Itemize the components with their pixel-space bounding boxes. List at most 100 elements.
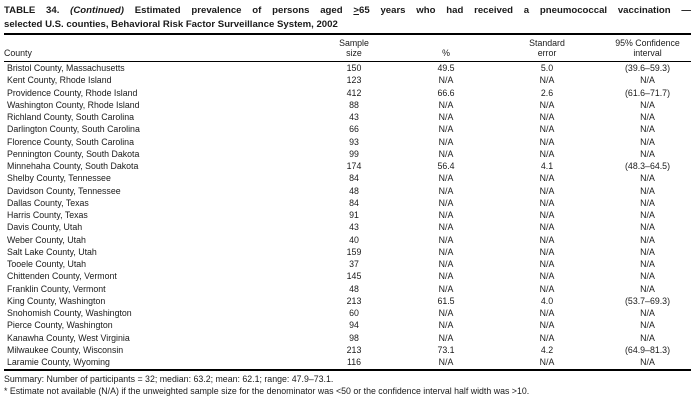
county-cell: Darlington County, South Carolina: [7, 124, 140, 135]
sample-size-cell: 66: [349, 124, 359, 135]
county-cell: Dallas County, Texas: [7, 197, 89, 208]
sample-size-cell: 91: [349, 210, 359, 220]
confidence-interval-cell: (39.6–59.3): [625, 63, 670, 73]
standard-error-cell: N/A: [539, 246, 555, 257]
sample-size-cell: 213: [346, 344, 362, 355]
sample-size-cell: 99: [349, 148, 359, 159]
percent-cell: N/A: [438, 332, 454, 343]
table-title: TABLE 34. (Continued) Estimated prevalen…: [4, 4, 691, 32]
county-cell: Davis County, Utah: [7, 222, 83, 233]
table-row: Chittenden County, Vermont 145 N/A N/A N/A: [4, 270, 691, 282]
column-header-sample-size-line2: size: [346, 48, 362, 58]
table-row: Salt Lake County, Utah 159 N/A N/A N/A: [4, 246, 691, 258]
title-text-b: 65 years who had received a pneumococcal…: [359, 5, 692, 16]
standard-error-cell: 4.1: [540, 161, 554, 171]
confidence-interval-cell: N/A: [640, 283, 655, 294]
confidence-interval-cell: (53.7–69.3): [625, 295, 670, 306]
standard-error-cell: N/A: [539, 75, 555, 86]
column-header-confidence-interval-line1: 95% Confidence: [615, 38, 680, 48]
sample-size-cell: 40: [349, 234, 359, 245]
standard-error-cell: N/A: [539, 320, 555, 331]
percent-cell: N/A: [438, 136, 454, 147]
column-header-sample-size: Sample size: [302, 38, 406, 58]
sample-size-cell: 116: [346, 357, 362, 367]
confidence-interval-cell: N/A: [640, 75, 655, 86]
standard-error-cell: N/A: [539, 234, 555, 245]
table-body: Bristol County, Massachusetts 150 49.5 5.0 (…: [4, 62, 691, 368]
standard-error-cell: N/A: [539, 136, 555, 147]
column-header-county: County: [4, 48, 302, 58]
confidence-interval-cell: N/A: [640, 234, 655, 245]
confidence-interval-cell: N/A: [640, 124, 655, 135]
confidence-interval-cell: N/A: [640, 99, 655, 110]
county-cell: Snohomish County, Washington: [7, 308, 132, 318]
rule-under-header: [4, 61, 691, 62]
standard-error-cell: N/A: [539, 308, 555, 318]
county-cell: Laramie County, Wyoming: [7, 357, 110, 367]
sample-size-cell: 123: [346, 75, 362, 86]
table-row: Davis County, Utah 43 N/A N/A N/A: [4, 221, 691, 233]
sample-size-cell: 84: [349, 197, 359, 208]
percent-cell: N/A: [438, 112, 454, 122]
county-cell: Shelby County, Tennessee: [7, 173, 111, 184]
table-row: Kent County, Rhode Island 123 N/A N/A N/A: [4, 74, 691, 86]
percent-cell: N/A: [438, 283, 454, 294]
sample-size-cell: 412: [346, 87, 362, 98]
sample-size-cell: 213: [346, 295, 362, 306]
standard-error-cell: N/A: [539, 197, 555, 208]
standard-error-cell: N/A: [539, 124, 555, 135]
greater-equal-symbol: >: [353, 5, 359, 16]
table-header-row: County Sample size % Standard error 95% …: [4, 35, 691, 61]
sample-size-cell: 88: [349, 99, 359, 110]
table-row: Bristol County, Massachusetts 150 49.5 5.0 (…: [4, 62, 691, 74]
county-cell: Salt Lake County, Utah: [7, 246, 97, 257]
standard-error-cell: 2.6: [540, 87, 554, 98]
confidence-interval-cell: N/A: [640, 271, 655, 282]
confidence-interval-cell: N/A: [640, 332, 655, 343]
table-title-line2: selected U.S. counties, Behavioral Risk …: [4, 19, 338, 30]
county-cell: Weber County, Utah: [7, 234, 86, 245]
sample-size-cell: 37: [349, 259, 359, 269]
table-row: Florence County, South Carolina 93 N/A N/A N…: [4, 136, 691, 148]
confidence-interval-cell: N/A: [640, 222, 655, 233]
column-header-percent-line2: %: [442, 48, 450, 58]
table-row: Milwaukee County, Wisconsin 213 73.1 4.2 (64…: [4, 344, 691, 356]
percent-cell: N/A: [438, 173, 454, 184]
percent-cell: N/A: [438, 234, 454, 245]
table-row: King County, Washington 213 61.5 4.0 (53.7–6…: [4, 295, 691, 307]
percent-cell: 73.1: [437, 344, 455, 355]
county-cell: Bristol County, Massachusetts: [7, 63, 125, 73]
sample-size-cell: 84: [349, 173, 359, 184]
table-row: Dallas County, Texas 84 N/A N/A N/A: [4, 197, 691, 209]
standard-error-cell: N/A: [539, 283, 555, 294]
sample-size-cell: 48: [349, 283, 359, 294]
standard-error-cell: N/A: [539, 185, 555, 196]
confidence-interval-cell: N/A: [640, 173, 655, 184]
table-row: Davidson County, Tennessee 48 N/A N/A N/A: [4, 185, 691, 197]
percent-cell: N/A: [438, 75, 454, 86]
percent-cell: 66.6: [437, 87, 455, 98]
table-row: Providence County, Rhode Island 412 66.6 2.…: [4, 87, 691, 99]
standard-error-cell: 4.2: [540, 344, 554, 355]
table-row: Richland County, South Carolina 43 N/A N/A N…: [4, 111, 691, 123]
percent-cell: N/A: [438, 259, 454, 269]
table-row: Shelby County, Tennessee 84 N/A N/A N/A: [4, 172, 691, 184]
standard-error-cell: N/A: [539, 222, 555, 233]
percent-cell: N/A: [438, 308, 454, 318]
standard-error-cell: N/A: [539, 259, 555, 269]
confidence-interval-cell: (48.3–64.5): [625, 161, 670, 171]
table-row: Kanawha County, West Virginia 98 N/A N/A N/A: [4, 332, 691, 344]
percent-cell: N/A: [438, 320, 454, 331]
standard-error-cell: 5.0: [540, 63, 554, 73]
table-number: TABLE 34.: [4, 5, 71, 16]
column-header-sample-size-line1: Sample: [339, 38, 369, 48]
table-row: Franklin County, Vermont 48 N/A N/A N/A: [4, 283, 691, 295]
column-header-county-line2: County: [4, 48, 32, 58]
footnote: * Estimate not available (N/A) if the un…: [4, 385, 530, 396]
standard-error-cell: N/A: [539, 332, 555, 343]
column-header-confidence-interval-line2: interval: [633, 48, 662, 58]
county-cell: Tooele County, Utah: [7, 259, 87, 269]
county-cell: Davidson County, Tennessee: [7, 185, 121, 196]
table-row: Minnehaha County, South Dakota 174 56.4 4.1…: [4, 160, 691, 172]
